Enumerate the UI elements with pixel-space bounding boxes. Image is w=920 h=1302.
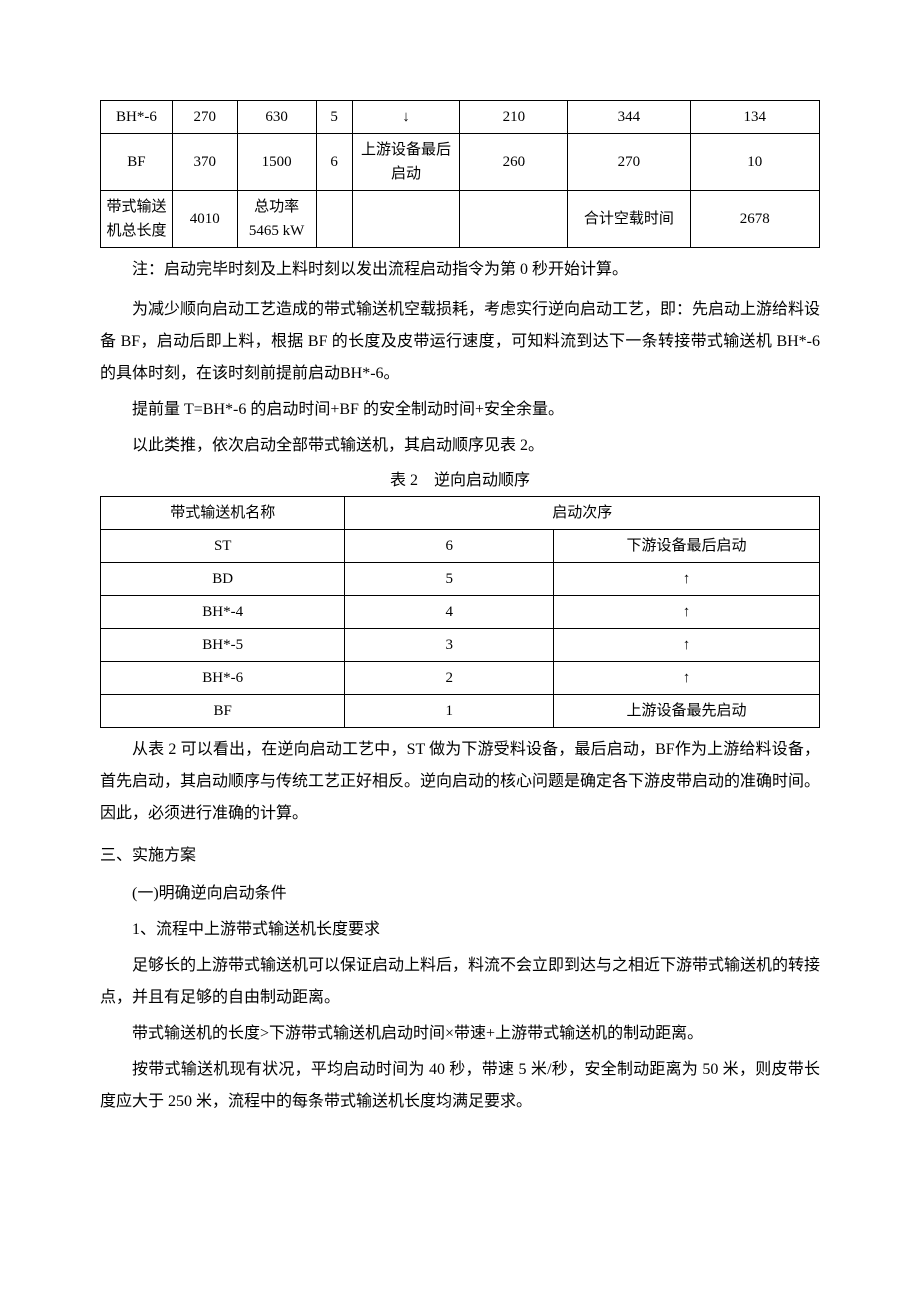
header-cell: 带式输送机名称 [101, 496, 345, 529]
cell: BD [101, 562, 345, 595]
cell: 上游设备最后启动 [352, 134, 460, 191]
cell: ↓ [352, 101, 460, 134]
subsection-heading: (一)明确逆向启动条件 [100, 878, 820, 910]
table-row: BD 5 ↑ [101, 562, 820, 595]
cell: 370 [172, 134, 237, 191]
table-row: BF 1 上游设备最先启动 [101, 694, 820, 727]
cell: 4 [345, 595, 554, 628]
cell [460, 191, 568, 248]
cell: 210 [460, 101, 568, 134]
table-1-fragment: BH*-6 270 630 5 ↓ 210 344 134 BF 370 150… [100, 100, 820, 248]
table-2: 带式输送机名称 启动次序 ST 6 下游设备最后启动 BD 5 ↑ BH*-4 … [100, 496, 820, 728]
table1-note: 注：启动完毕时刻及上料时刻以发出流程启动指令为第 0 秒开始计算。 [100, 254, 820, 286]
paragraph: 以此类推，依次启动全部带式输送机，其启动顺序见表 2。 [100, 430, 820, 462]
cell: 下游设备最后启动 [553, 529, 819, 562]
cell: 270 [172, 101, 237, 134]
cell: 2 [345, 661, 554, 694]
table-row: 带式输送机总长度 4010 总功率5465 kW 合计空载时间 2678 [101, 191, 820, 248]
paragraph: 足够长的上游带式输送机可以保证启动上料后，料流不会立即到达与之相近下游带式输送机… [100, 950, 820, 1014]
cell: 6 [345, 529, 554, 562]
cell: 2678 [690, 191, 819, 248]
table-row: ST 6 下游设备最后启动 [101, 529, 820, 562]
cell: 6 [316, 134, 352, 191]
cell: ↑ [553, 595, 819, 628]
paragraph: 从表 2 可以看出，在逆向启动工艺中，ST 做为下游受料设备，最后启动，BF作为… [100, 734, 820, 830]
cell: 270 [568, 134, 690, 191]
cell: 带式输送机总长度 [101, 191, 173, 248]
table-row: BH*-4 4 ↑ [101, 595, 820, 628]
cell: 260 [460, 134, 568, 191]
cell: 10 [690, 134, 819, 191]
cell: BH*-5 [101, 628, 345, 661]
table-row: BH*-6 270 630 5 ↓ 210 344 134 [101, 101, 820, 134]
cell: 总功率5465 kW [237, 191, 316, 248]
table-row: BH*-6 2 ↑ [101, 661, 820, 694]
header-cell: 启动次序 [345, 496, 820, 529]
cell: 4010 [172, 191, 237, 248]
table-row: BH*-5 3 ↑ [101, 628, 820, 661]
cell: 合计空载时间 [568, 191, 690, 248]
cell: BH*-6 [101, 101, 173, 134]
cell: 5 [316, 101, 352, 134]
cell: 134 [690, 101, 819, 134]
cell: BH*-6 [101, 661, 345, 694]
cell: BF [101, 694, 345, 727]
cell: BF [101, 134, 173, 191]
cell: 上游设备最先启动 [553, 694, 819, 727]
cell: ST [101, 529, 345, 562]
paragraph: 提前量 T=BH*-6 的启动时间+BF 的安全制动时间+安全余量。 [100, 394, 820, 426]
table-row: BF 370 1500 6 上游设备最后启动 260 270 10 [101, 134, 820, 191]
cell: 3 [345, 628, 554, 661]
table-header-row: 带式输送机名称 启动次序 [101, 496, 820, 529]
table2-caption: 表 2 逆向启动顺序 [100, 468, 820, 494]
section-heading-3: 三、实施方案 [100, 840, 820, 872]
cell [316, 191, 352, 248]
cell: ↑ [553, 661, 819, 694]
item-heading: 1、流程中上游带式输送机长度要求 [100, 914, 820, 946]
cell: BH*-4 [101, 595, 345, 628]
paragraph: 带式输送机的长度>下游带式输送机启动时间×带速+上游带式输送机的制动距离。 [100, 1018, 820, 1050]
cell [352, 191, 460, 248]
cell: 344 [568, 101, 690, 134]
cell: 1 [345, 694, 554, 727]
cell: ↑ [553, 628, 819, 661]
paragraph: 为减少顺向启动工艺造成的带式输送机空载损耗，考虑实行逆向启动工艺，即：先启动上游… [100, 294, 820, 390]
cell: 5 [345, 562, 554, 595]
paragraph: 按带式输送机现有状况，平均启动时间为 40 秒，带速 5 米/秒，安全制动距离为… [100, 1054, 820, 1118]
cell: 1500 [237, 134, 316, 191]
cell: 630 [237, 101, 316, 134]
cell: ↑ [553, 562, 819, 595]
